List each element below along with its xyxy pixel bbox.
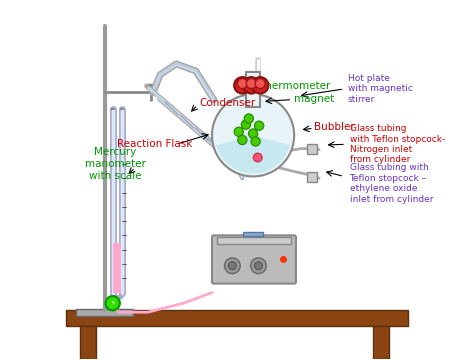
Circle shape (212, 94, 294, 176)
Circle shape (246, 78, 256, 89)
Circle shape (225, 258, 240, 274)
Bar (307, 144, 317, 154)
Circle shape (237, 78, 247, 89)
Circle shape (228, 262, 236, 270)
Text: Hot plate
with magnetic
stirrer: Hot plate with magnetic stirrer (348, 74, 412, 104)
Bar (246, 72, 260, 107)
Text: Bubbler: Bubbler (314, 122, 355, 132)
Text: Glass tubing with
Teflon stopcock –
ethylene oxide
inlet from cylinder: Glass tubing with Teflon stopcock – ethy… (349, 163, 433, 204)
Bar (76, 309, 133, 316)
Text: Mercury
manometer
with scale: Mercury manometer with scale (85, 147, 146, 180)
Text: magnet: magnet (294, 94, 334, 104)
Bar (243, 232, 263, 237)
Bar (373, 327, 389, 359)
Bar (218, 237, 291, 244)
Bar (307, 172, 317, 182)
FancyBboxPatch shape (212, 235, 296, 284)
Circle shape (251, 258, 266, 274)
Circle shape (255, 78, 265, 89)
Circle shape (234, 127, 244, 136)
Text: Reaction Flask: Reaction Flask (117, 139, 192, 149)
Circle shape (251, 137, 260, 146)
Circle shape (248, 129, 258, 138)
Circle shape (254, 153, 262, 162)
Text: ⚡: ⚡ (110, 300, 115, 306)
Bar (80, 327, 96, 359)
Text: Thermometer: Thermometer (259, 81, 330, 91)
Circle shape (238, 135, 247, 145)
Circle shape (255, 121, 264, 130)
Bar (113, 243, 120, 293)
Wedge shape (216, 135, 290, 174)
Bar (65, 310, 409, 327)
Circle shape (106, 296, 120, 310)
Circle shape (244, 114, 254, 123)
Circle shape (255, 262, 263, 270)
Circle shape (252, 77, 268, 94)
Circle shape (241, 120, 251, 129)
Circle shape (243, 77, 259, 94)
Text: Condenser: Condenser (200, 98, 256, 108)
Circle shape (234, 77, 251, 94)
Text: Glass tubing
with Teflon stopcock-
Nitrogen inlet
from cylinder: Glass tubing with Teflon stopcock- Nitro… (349, 124, 445, 165)
